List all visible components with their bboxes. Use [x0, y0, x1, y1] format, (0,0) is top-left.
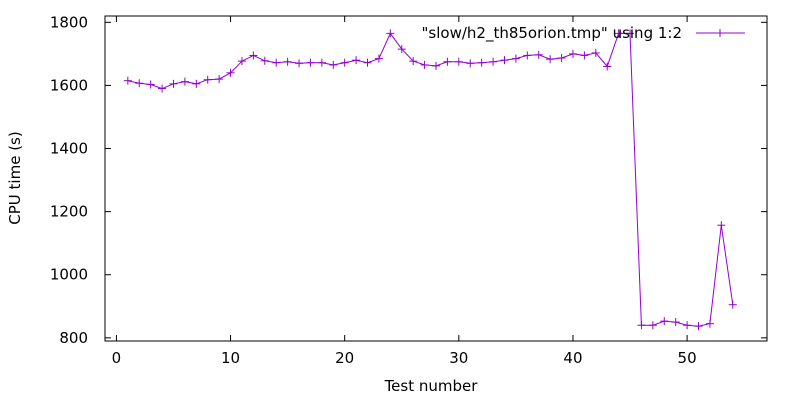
data-point — [648, 321, 657, 330]
data-point — [317, 58, 326, 67]
data-point — [397, 45, 406, 54]
data-point — [340, 58, 349, 67]
series-line — [127, 32, 734, 327]
x-tick-label: 10 — [221, 349, 240, 367]
data-point — [386, 29, 395, 38]
data-point — [546, 55, 555, 64]
plot-frame — [104, 15, 768, 342]
data-point — [158, 84, 167, 93]
legend: "slow/h2_th85orion.tmp" using 1:2 — [422, 24, 745, 43]
data-point — [374, 54, 383, 63]
data-point — [226, 68, 235, 77]
data-point — [203, 75, 212, 84]
data-point — [466, 59, 475, 68]
y-tick-label: 1000 — [50, 266, 88, 284]
data-point — [215, 75, 224, 84]
x-axis-label: Test number — [384, 377, 479, 395]
x-tick-label: 40 — [563, 349, 582, 367]
data-point — [454, 57, 463, 66]
data-point — [603, 62, 612, 71]
data-point — [409, 57, 418, 66]
y-tick-label: 800 — [59, 329, 88, 347]
data-point — [249, 51, 258, 60]
data-point — [329, 60, 338, 69]
data-point — [432, 61, 440, 70]
data-point — [260, 56, 269, 65]
data-point — [694, 322, 703, 331]
data-point — [591, 48, 600, 57]
data-point — [660, 317, 669, 326]
data-point — [352, 56, 361, 65]
data-point — [135, 79, 144, 88]
series-layer — [123, 29, 737, 331]
x-tick-label: 0 — [112, 349, 122, 367]
data-point — [363, 58, 372, 67]
data-point — [237, 57, 246, 66]
y-tick-label: 1400 — [50, 140, 88, 158]
legend-label: "slow/h2_th85orion.tmp" using 1:2 — [422, 24, 682, 43]
data-point — [637, 321, 646, 330]
data-point — [146, 80, 155, 89]
tick-labels: 0 10 20 30 40 50 800 1000 1200 1400 1600 1800 — [50, 13, 697, 367]
y-tick-label: 1800 — [50, 13, 88, 31]
data-point — [614, 29, 623, 38]
data-point — [295, 59, 304, 68]
axis-ticks — [105, 16, 767, 341]
data-point — [272, 58, 281, 67]
data-point — [580, 51, 589, 60]
data-point — [283, 57, 292, 66]
data-point — [705, 319, 714, 328]
data-point — [180, 77, 189, 86]
x-tick-label: 20 — [335, 349, 354, 367]
data-point — [123, 76, 132, 85]
x-tick-label: 30 — [449, 349, 468, 367]
data-point — [169, 79, 178, 88]
x-tick-label: 50 — [678, 349, 697, 367]
data-point — [489, 57, 498, 66]
y-tick-label: 1600 — [50, 76, 88, 94]
data-point — [477, 58, 486, 67]
data-point — [626, 29, 635, 38]
data-point — [306, 58, 315, 67]
data-point — [511, 54, 520, 63]
data-point — [534, 50, 543, 59]
data-point — [523, 51, 532, 60]
data-point — [192, 79, 201, 88]
data-point — [717, 221, 726, 230]
data-point — [557, 53, 566, 62]
y-tick-label: 1200 — [50, 203, 88, 221]
y-axis-label: CPU time (s) — [6, 131, 24, 224]
data-point — [500, 56, 509, 65]
legend-marker — [716, 29, 724, 37]
data-point — [568, 49, 577, 58]
data-point — [443, 57, 452, 66]
data-point — [671, 318, 680, 327]
data-point — [728, 300, 737, 309]
data-point — [420, 60, 429, 69]
data-point — [683, 321, 692, 330]
